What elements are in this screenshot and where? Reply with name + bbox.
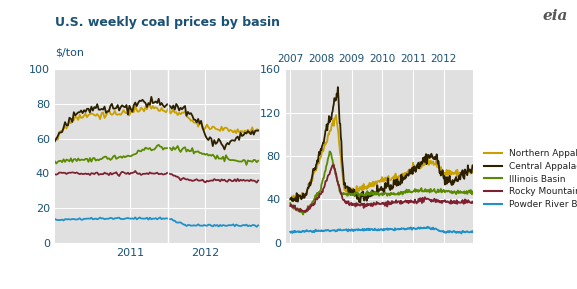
Text: eia: eia bbox=[543, 9, 568, 23]
Text: U.S. weekly coal prices by basin: U.S. weekly coal prices by basin bbox=[55, 16, 280, 29]
Text: $/ton: $/ton bbox=[55, 48, 84, 58]
Legend: Northern Appalachian Basin, Central Appalachian Basin, Illinois Basin, Rocky Mou: Northern Appalachian Basin, Central Appa… bbox=[481, 146, 577, 212]
